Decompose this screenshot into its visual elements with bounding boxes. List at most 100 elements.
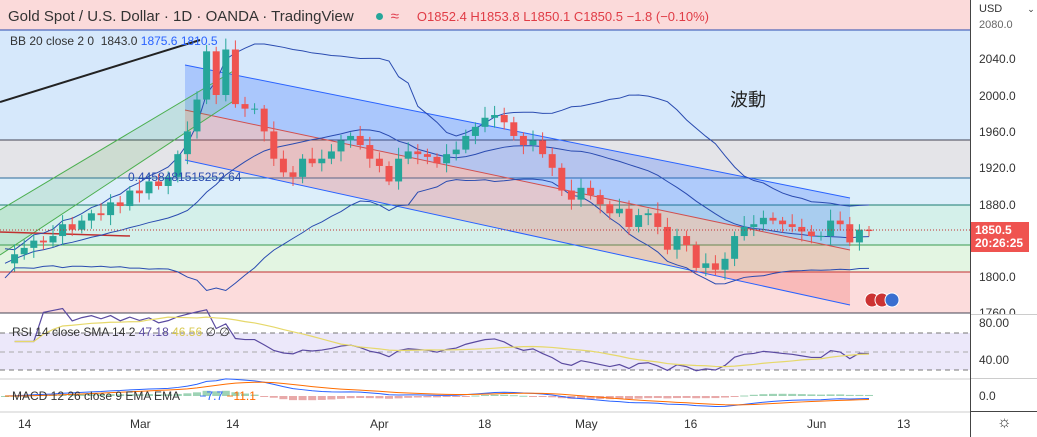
candle[interactable] bbox=[289, 172, 297, 177]
candle[interactable] bbox=[798, 226, 806, 232]
candle[interactable] bbox=[807, 231, 815, 237]
rsi-legend[interactable]: RSI 14 close SMA 14 2 47.18 46.56 ∅ ∅ bbox=[12, 325, 230, 339]
candle[interactable] bbox=[107, 202, 115, 216]
candle[interactable] bbox=[817, 236, 825, 238]
parallel-channel[interactable] bbox=[0, 39, 851, 306]
candle[interactable] bbox=[49, 236, 57, 243]
candle[interactable] bbox=[836, 220, 844, 225]
candle[interactable] bbox=[692, 245, 700, 268]
price-chart[interactable] bbox=[0, 0, 970, 437]
candle[interactable] bbox=[462, 135, 470, 150]
symbol-title[interactable]: Gold Spot / U.S. Dollar · 1D · OANDA · T… bbox=[8, 7, 354, 25]
candle[interactable] bbox=[625, 208, 633, 227]
candle[interactable] bbox=[30, 240, 38, 248]
wave-annotation[interactable]: 波動 bbox=[730, 90, 766, 110]
candle[interactable] bbox=[491, 115, 499, 118]
candle[interactable] bbox=[164, 176, 172, 186]
candle[interactable] bbox=[212, 51, 220, 95]
candle[interactable] bbox=[635, 215, 643, 227]
candle[interactable] bbox=[193, 99, 201, 132]
candle[interactable] bbox=[567, 190, 575, 200]
candle[interactable] bbox=[385, 165, 393, 182]
candle[interactable] bbox=[299, 158, 307, 177]
candle[interactable] bbox=[471, 126, 479, 136]
candle[interactable] bbox=[375, 158, 383, 166]
candle[interactable] bbox=[337, 140, 345, 152]
candle[interactable] bbox=[577, 187, 585, 200]
candle[interactable] bbox=[740, 226, 748, 237]
candle[interactable] bbox=[174, 154, 182, 177]
candle[interactable] bbox=[596, 195, 604, 205]
candle[interactable] bbox=[155, 181, 163, 186]
candle[interactable] bbox=[231, 49, 239, 105]
candle[interactable] bbox=[145, 181, 153, 194]
candle[interactable] bbox=[663, 226, 671, 250]
candle[interactable] bbox=[68, 224, 76, 230]
price-axis[interactable]: USD ⌄ 2080.0 2040.0 2000.0 1960.0 1920.0… bbox=[970, 0, 1037, 437]
candle[interactable] bbox=[779, 220, 787, 225]
candle[interactable] bbox=[721, 258, 729, 270]
candle[interactable] bbox=[529, 140, 537, 146]
candle[interactable] bbox=[11, 254, 19, 264]
candle[interactable] bbox=[548, 154, 556, 168]
candle[interactable] bbox=[865, 229, 873, 232]
candle[interactable] bbox=[500, 115, 508, 123]
candle[interactable] bbox=[827, 220, 835, 237]
currency-selector[interactable]: USD ⌄ bbox=[979, 3, 1035, 15]
settings-gear-icon[interactable]: ☼ bbox=[997, 414, 1012, 431]
candle[interactable] bbox=[558, 167, 566, 191]
candle[interactable] bbox=[116, 202, 124, 207]
macd-pane[interactable] bbox=[1, 378, 873, 407]
candle[interactable] bbox=[433, 156, 441, 164]
candle[interactable] bbox=[222, 49, 230, 96]
flags-icon[interactable] bbox=[864, 292, 900, 308]
candle[interactable] bbox=[423, 154, 431, 157]
candle[interactable] bbox=[347, 135, 355, 141]
candle[interactable] bbox=[683, 236, 691, 246]
candle[interactable] bbox=[97, 213, 105, 216]
candle[interactable] bbox=[241, 104, 249, 109]
candle[interactable] bbox=[126, 190, 134, 207]
candle[interactable] bbox=[59, 224, 67, 237]
candle[interactable] bbox=[587, 187, 595, 196]
candle[interactable] bbox=[702, 263, 710, 268]
candle[interactable] bbox=[606, 204, 614, 214]
candle[interactable] bbox=[395, 158, 403, 182]
candle[interactable] bbox=[846, 224, 854, 243]
candle[interactable] bbox=[87, 213, 95, 221]
candle[interactable] bbox=[750, 224, 758, 227]
candle[interactable] bbox=[452, 149, 460, 155]
candle[interactable] bbox=[539, 140, 547, 155]
candle[interactable] bbox=[135, 190, 143, 194]
candle[interactable] bbox=[279, 158, 287, 173]
candle[interactable] bbox=[260, 108, 268, 132]
candle[interactable] bbox=[443, 154, 451, 164]
candles[interactable] bbox=[11, 38, 873, 280]
candle[interactable] bbox=[414, 151, 422, 155]
candle[interactable] bbox=[308, 158, 316, 164]
candle[interactable] bbox=[251, 108, 259, 110]
candle[interactable] bbox=[644, 213, 652, 216]
candle[interactable] bbox=[788, 224, 796, 227]
candle[interactable] bbox=[654, 213, 662, 227]
candle[interactable] bbox=[78, 220, 86, 230]
candle[interactable] bbox=[510, 122, 518, 136]
candle[interactable] bbox=[519, 135, 527, 146]
candle[interactable] bbox=[759, 217, 767, 225]
candle[interactable] bbox=[39, 240, 47, 243]
candle[interactable] bbox=[366, 145, 374, 159]
candle[interactable] bbox=[769, 217, 777, 221]
candle[interactable] bbox=[270, 131, 278, 159]
candle[interactable] bbox=[673, 236, 681, 250]
candle[interactable] bbox=[183, 131, 191, 155]
candle[interactable] bbox=[327, 151, 335, 159]
candle[interactable] bbox=[203, 51, 211, 100]
candle[interactable] bbox=[318, 158, 326, 164]
bb-legend[interactable]: BB 20 close 2 0 1843.0 1875.6 1810.5 bbox=[10, 34, 218, 48]
candle[interactable] bbox=[711, 263, 719, 270]
candle[interactable] bbox=[481, 117, 489, 127]
rsi-pane[interactable] bbox=[0, 307, 970, 372]
candle[interactable] bbox=[855, 229, 863, 243]
macd-legend[interactable]: MACD 12 26 close 9 EMA EMA −7.7 −11.1 bbox=[12, 389, 256, 403]
candle[interactable] bbox=[731, 236, 739, 259]
